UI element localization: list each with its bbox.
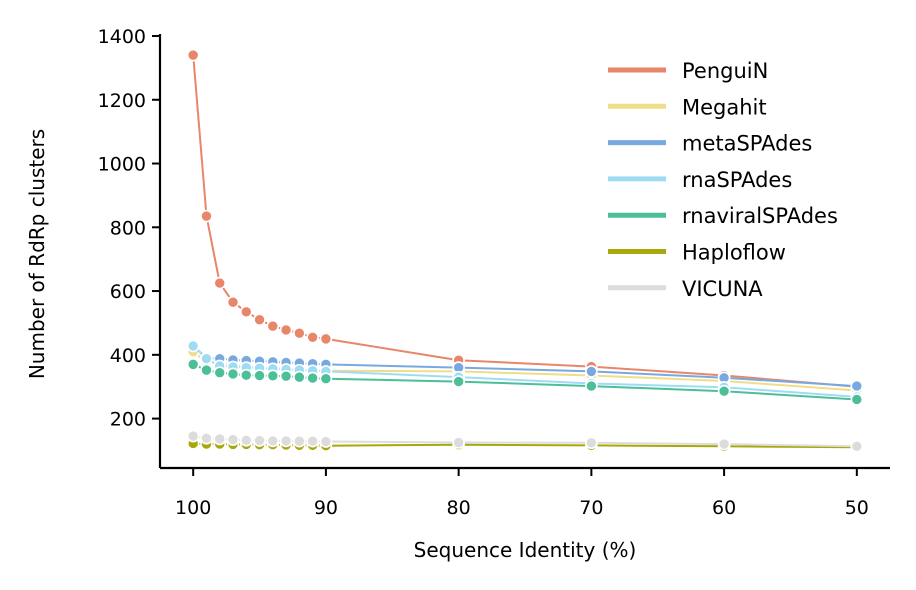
data-point-rnaspades [200,352,213,365]
data-point-vicuna [266,434,280,448]
legend-item-rnaspades: rnaSPAdes [608,168,792,192]
legend-label: Haploflow [682,241,786,265]
series-line-rnaspades [192,345,857,398]
x-tick-label: 60 [712,497,736,519]
legend-item-megahit: Megahit [608,95,767,119]
data-point-vicuna [850,440,864,453]
y-tick-label: 1200 [98,90,146,112]
legend-item-haploflow: Haploflow [608,241,786,265]
y-tick-label: 800 [110,217,146,239]
data-point-penguin [319,332,333,346]
data-point-vicuna [200,432,213,445]
data-point-penguin [306,330,319,344]
x-tick-label: 90 [314,497,338,519]
legend-item-vicuna: VICUNA [608,277,763,301]
data-point-vicuna [319,435,333,448]
series-layer [186,48,864,454]
x-tick-label: 70 [579,497,603,519]
data-point-rnaviralspades [239,368,253,382]
data-point-rnaviralspades [279,369,293,383]
data-point-penguin [226,295,240,309]
legend-label: rnaSPAdes [682,168,792,192]
y-tick-label: 200 [110,409,146,431]
data-point-rnaviralspades [717,384,731,398]
series-metaspades [186,339,864,393]
legend-label: PenguiN [682,59,768,83]
data-point-penguin [239,305,253,319]
legend-item-penguin: PenguiN [608,59,768,83]
data-point-metaspades [850,379,864,393]
y-tick-label: 1000 [98,154,146,176]
x-axis-title: Sequence Identity (%) [414,538,637,562]
data-point-vicuna [306,434,319,448]
data-point-rnaviralspades [213,366,227,379]
data-point-vicuna [717,437,731,451]
data-point-rnaspades [186,339,200,353]
data-point-metaspades [585,365,598,378]
y-tick-label: 1400 [98,26,146,48]
data-point-vicuna [213,432,227,446]
legend-label: metaSPAdes [682,132,812,156]
legend-item-rnaviralspades: rnaviralSPAdes [608,204,838,228]
y-tick-label: 400 [110,345,146,367]
data-point-rnaviralspades [293,370,306,384]
legend-label: Megahit [682,95,767,119]
y-axis-title: Number of RdRp clusters [25,129,49,379]
data-point-rnaviralspades [226,367,240,381]
data-point-penguin [186,48,200,62]
data-point-rnaviralspades [319,372,333,386]
data-point-vicuna [253,434,266,447]
data-point-rnaviralspades [266,369,280,383]
data-point-vicuna [293,434,306,448]
data-point-penguin [253,313,266,327]
data-point-penguin [213,276,227,290]
data-point-vicuna [226,433,240,446]
series-penguin [186,48,864,394]
legend: PenguiN Megahit metaSPAdes rnaSPAdes rnavira… [608,59,838,301]
legend-label: VICUNA [682,277,763,301]
x-tick-label: 100 [175,497,211,519]
x-tick-label: 50 [845,497,869,519]
data-point-penguin [293,326,306,340]
data-point-vicuna [186,429,200,443]
series-rnaviralspades [186,358,864,406]
data-point-penguin [266,319,280,333]
data-point-rnaviralspades [850,393,864,406]
x-tick-label: 80 [447,497,471,519]
axes: 200 400 600 800 1000 1200 1400 100 90 80 70 60 50 [98,26,890,519]
data-point-rnaviralspades [253,369,266,382]
data-point-rnaviralspades [186,358,200,371]
data-point-rnaviralspades [452,375,465,388]
legend-label: rnaviralSPAdes [682,204,838,228]
data-point-vicuna [239,433,253,447]
data-point-penguin [279,323,293,337]
data-point-penguin [200,209,213,223]
y-tick-label: 600 [110,281,146,303]
series-vicuna [186,429,864,453]
data-point-rnaviralspades [585,379,598,393]
data-point-rnaviralspades [306,371,319,385]
data-point-vicuna [585,436,598,450]
data-point-vicuna [279,434,293,448]
data-point-rnaviralspades [200,363,213,377]
legend-item-metaspades: metaSPAdes [608,132,812,156]
data-point-vicuna [452,436,465,449]
